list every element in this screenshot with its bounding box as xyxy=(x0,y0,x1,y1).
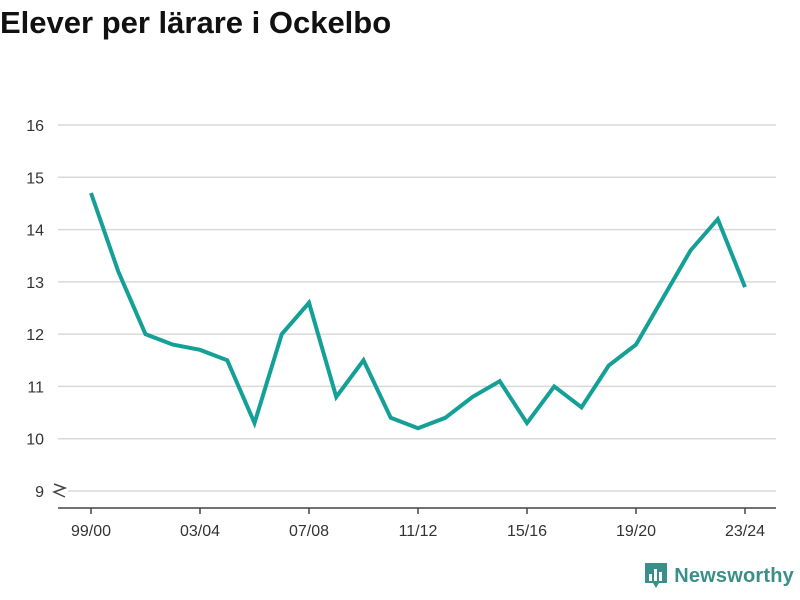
data-point xyxy=(225,358,229,362)
x-tick-label: 07/08 xyxy=(289,523,329,540)
y-tick-label: 16 xyxy=(26,118,44,135)
y-tick-label: 12 xyxy=(26,327,44,344)
data-point xyxy=(144,332,148,336)
y-axis: 9 10 11 12 13 14 15 16 xyxy=(26,118,68,501)
y-tick-label: 10 xyxy=(26,432,44,449)
data-point xyxy=(116,269,120,273)
data-point xyxy=(171,343,175,347)
y-tick-label: 15 xyxy=(26,170,44,187)
data-point xyxy=(389,416,393,420)
data-point xyxy=(498,379,502,383)
y-tick-label: 11 xyxy=(27,379,44,396)
data-point xyxy=(580,405,584,409)
x-tick-label: 23/24 xyxy=(725,523,765,540)
data-point xyxy=(416,426,420,430)
x-tick-label: 11/12 xyxy=(399,523,438,540)
y-tick-label: 9 xyxy=(35,484,44,501)
data-point xyxy=(607,364,611,368)
x-tick-label: 15/16 xyxy=(507,523,547,540)
brand-name: Newsworthy xyxy=(674,564,794,587)
y-tick-label: 14 xyxy=(26,223,44,240)
x-tick-label: 19/20 xyxy=(616,523,656,540)
data-point xyxy=(334,395,338,399)
data-point xyxy=(552,384,556,388)
y-tick-label: 13 xyxy=(26,275,44,292)
data-point xyxy=(443,416,447,420)
x-axis: 99/00 03/04 07/08 11/12 15/16 19/20 23/24 xyxy=(58,507,776,540)
data-point xyxy=(661,296,665,300)
series-line xyxy=(89,192,747,431)
gridlines xyxy=(58,124,776,492)
data-point xyxy=(362,358,366,362)
data-point xyxy=(307,301,311,305)
data-point xyxy=(471,395,475,399)
series-elever-per-larare xyxy=(89,191,747,431)
axis-break-marker xyxy=(52,483,68,498)
newsworthy-logo: Newsworthy xyxy=(644,562,794,590)
data-point xyxy=(716,217,720,221)
data-point xyxy=(198,348,202,352)
x-tick-label: 99/00 xyxy=(71,523,111,540)
data-point xyxy=(253,421,257,425)
x-tick-label: 03/04 xyxy=(180,523,220,540)
data-point xyxy=(525,421,529,425)
data-point xyxy=(689,248,693,252)
data-point xyxy=(634,343,638,347)
bar-chart-icon xyxy=(645,563,668,588)
chart-title: Elever per lärare i Ockelbo xyxy=(0,5,392,40)
data-point xyxy=(743,285,747,289)
data-point xyxy=(89,191,93,195)
data-point xyxy=(280,332,284,336)
